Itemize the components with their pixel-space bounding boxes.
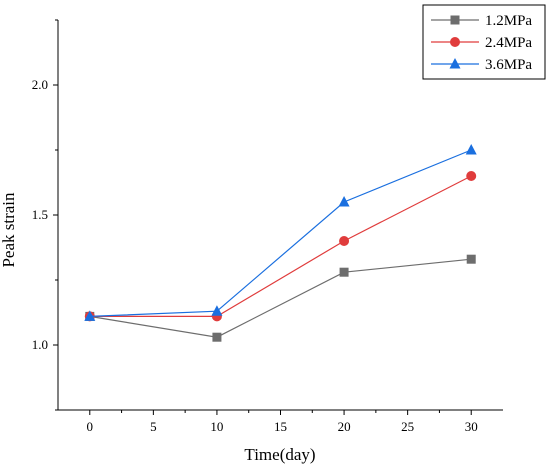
legend-marker [450,15,460,25]
y-tick-label: 2.0 [32,77,48,92]
series-line [89,149,472,317]
legend-marker [450,37,460,47]
y-tick-label: 1.5 [32,207,48,222]
x-tick-label: 0 [87,419,94,434]
series-line [89,258,472,338]
legend-label: 3.6MPa [485,57,532,73]
series-square [85,254,476,342]
x-axis-ticks: 0 5 10 15 20 25 30 [87,410,478,434]
series-circle [84,171,477,322]
x-tick-label: 5 [150,419,157,434]
data-point [465,144,477,155]
series-group [84,144,477,342]
x-tick-label: 10 [210,419,223,434]
x-tick-label: 25 [401,419,414,434]
x-axis-label: Time(day) [244,445,315,464]
x-tick-label: 15 [274,419,287,434]
y-tick-label: 1.0 [32,337,48,352]
data-point [338,196,350,207]
data-point [339,267,349,277]
data-point [466,254,476,264]
data-point [84,310,96,321]
x-tick-label: 30 [465,419,478,434]
y-axis-ticks: 1.0 1.5 2.0 [32,19,58,411]
x-tick-label: 20 [338,419,351,434]
data-point [211,305,223,316]
y-axis-label: Peak strain [0,192,18,268]
legend-label: 1.2MPa [485,13,532,29]
legend-label: 2.4MPa [485,35,532,51]
series-triangle [84,144,477,321]
series-line [89,175,472,317]
data-point [466,171,477,181]
legend-marker [449,58,461,69]
data-point [339,236,350,246]
legend: 1.2MPa 2.4MPa 3.6MPa [422,4,546,80]
data-point [212,332,222,342]
